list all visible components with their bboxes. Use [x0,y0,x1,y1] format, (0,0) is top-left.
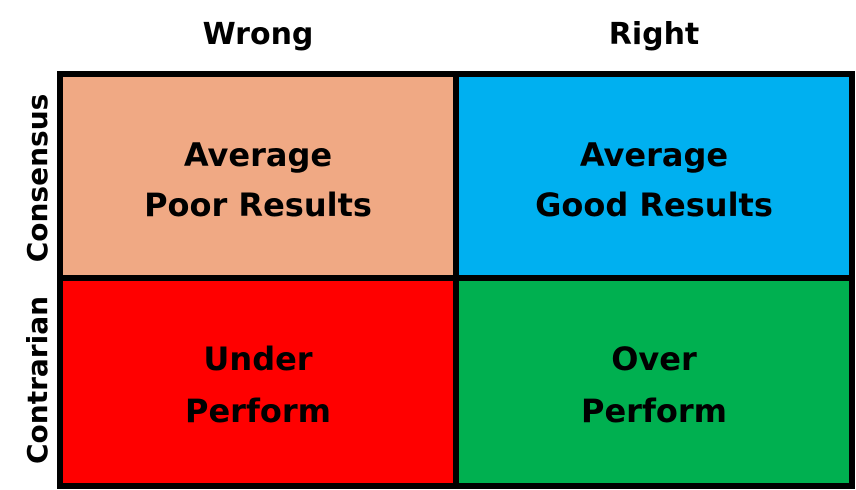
cell-text: Average [184,136,332,174]
column-label: Right [609,17,700,52]
quadrant [62,76,456,276]
quadrant [456,76,850,276]
cell-text: Good Results [535,186,773,224]
cell-text: Average [580,136,728,174]
quadrant [62,280,456,484]
cell-text: Poor Results [144,186,372,224]
cell-text: Under [203,340,312,378]
cell-text: Over [611,340,697,378]
quadrant [456,280,850,484]
cell-text: Perform [581,392,727,430]
column-label: Wrong [203,17,314,52]
row-label: Consensus [21,94,54,263]
row-label: Contrarian [21,296,54,464]
cell-text: Perform [185,392,331,430]
